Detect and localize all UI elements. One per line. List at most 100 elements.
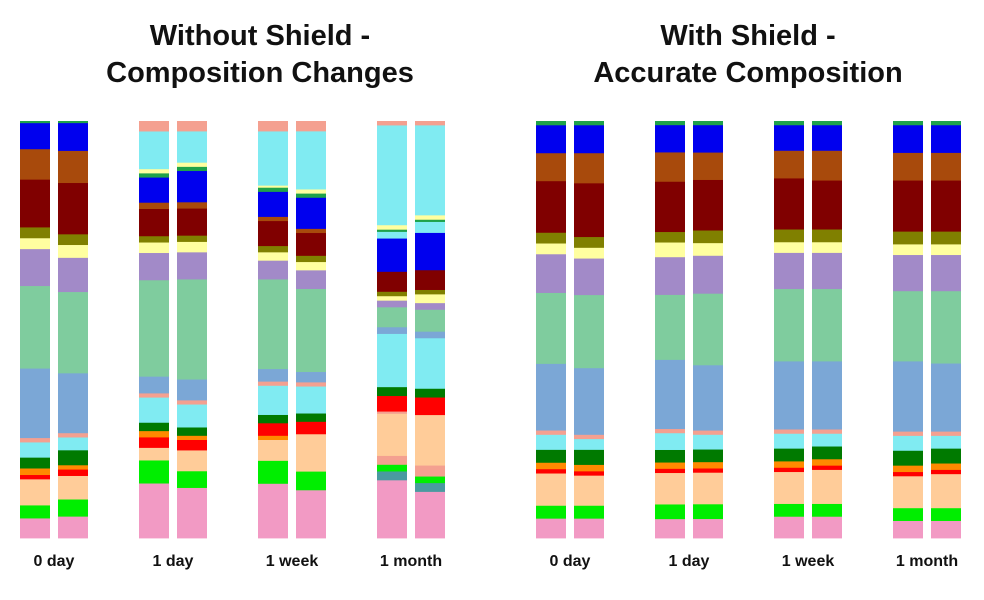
with-shield-bar-segment [574,464,604,472]
with-shield-bar-segment [574,475,604,507]
with-shield-bar-segment [774,150,804,179]
with-shield-bar-segment [774,429,804,435]
without-shield-bar-1-month-rep2 [415,121,445,539]
without-shield-bar-segment [139,242,169,254]
with-shield-bar-0-day-rep1 [536,121,566,539]
with-shield-bar-segment [574,237,604,249]
without-shield-bar-segment [377,121,407,126]
without-shield-bar-segment [415,331,445,339]
without-shield-bar-segment [415,483,445,493]
with-shield-bar-segment [774,433,804,450]
without-shield-bar-segment [415,415,445,466]
with-shield-bar-segment [812,180,842,230]
without-shield-bar-0-day-rep1 [20,121,50,539]
without-shield-bar-segment [58,234,88,246]
without-shield-bar-segment [377,480,407,539]
without-shield-bar-segment [296,228,326,234]
with-shield-bar-segment [574,368,604,436]
with-shield-bar-segment [655,504,685,520]
with-shield-bar-segment [812,503,842,518]
without-shield-bar-segment [296,233,326,257]
with-shield-bar-segment [774,229,804,243]
with-shield-bar-segment [693,293,723,366]
without-shield-bar-segment [139,431,169,438]
right-chart-title-line-1: With Shield - [660,20,836,52]
without-shield-bar-segment [258,381,288,387]
without-shield-bar-segment [296,193,326,199]
with-shield-bar-segment [693,430,723,436]
without-shield-bar-1-week-rep1 [258,121,288,539]
with-shield-bar-segment [893,121,923,126]
without-shield-bar-segment [377,296,407,302]
with-shield-bar-segment [536,181,566,234]
without-shield-bar-1-day-rep1 [139,121,169,539]
with-shield-bar-segment [774,503,804,518]
with-shield-bar-segment [931,448,961,464]
without-shield-bar-1-month-rep1 [377,121,407,539]
without-shield-bar-segment [177,450,207,472]
without-shield-bar-segment [377,411,407,415]
with-shield-bar-segment [893,435,923,452]
without-shield-bar-segment [296,262,326,271]
without-shield-bar-segment [415,491,445,539]
without-shield-bar-segment [258,187,288,193]
with-shield-bar-segment [655,257,685,296]
without-shield-bar-segment [177,471,207,489]
without-shield-bar-segment [258,460,288,485]
with-shield-bar-segment [655,473,685,505]
without-shield-bar-segment [139,460,169,484]
without-shield-bar-segment [58,292,88,374]
without-shield-bar-segment [296,490,326,539]
with-shield-bar-segment [931,469,961,475]
with-shield-bar-segment [812,121,842,126]
with-shield-bar-segment [931,520,961,539]
without-shield-bar-segment [58,373,88,434]
with-shield-bar-segment [693,121,723,126]
without-shield-bar-segment [296,189,326,195]
without-shield-bar-segment [415,232,445,271]
without-shield-bar-segment [58,121,88,124]
without-shield-bar-segment [258,279,288,370]
without-shield-bar-segment [377,327,407,335]
with-shield-bar-segment [893,450,923,467]
without-shield-bar-segment [258,260,288,280]
without-shield-bar-segment [20,121,50,124]
with-shield-bar-segment [893,231,923,245]
with-shield-bar-segment [536,505,566,520]
without-shield-bar-segment [258,121,288,132]
without-shield-bar-segment [296,131,326,190]
without-shield-bar-segment [20,442,50,459]
without-shield-bar-segment [139,202,169,210]
with-shield-bar-segment [812,433,842,447]
with-shield-bar-segment [655,433,685,451]
with-shield-bar-segment [536,254,566,294]
with-shield-bar-segment [536,232,566,244]
without-shield-bar-segment [296,372,326,383]
without-shield-x-tick-label: 0 day [34,553,75,570]
with-shield-bar-segment [812,252,842,290]
with-shield-bar-1-day-rep1 [655,121,685,539]
with-shield-bar-segment [693,255,723,295]
with-shield-bar-segment [774,516,804,539]
without-shield-bar-segment [415,125,445,216]
without-shield-bar-segment [377,471,407,481]
with-shield-bar-segment [574,471,604,477]
without-shield-bar-segment [415,121,445,126]
with-shield-bar-segment [693,125,723,153]
with-shield-bar-segment [536,430,566,436]
with-shield-bar-segment [536,121,566,126]
with-shield-bar-segment [812,229,842,243]
without-shield-bar-segment [177,427,207,437]
without-shield-bar-segment [20,479,50,506]
without-shield-bar-segment [377,307,407,328]
without-shield-bar-segment [139,422,169,432]
without-shield-bar-segment [377,231,407,239]
without-shield-bar-segment [377,387,407,397]
without-shield-bar-segment [296,270,326,290]
with-shield-bar-segment [812,150,842,181]
without-shield-bar-segment [58,150,88,184]
without-shield-bar-segment [58,245,88,259]
with-shield-bar-segment [893,508,923,522]
with-shield-bar-segment [812,516,842,539]
without-shield-bar-segment [139,253,169,281]
